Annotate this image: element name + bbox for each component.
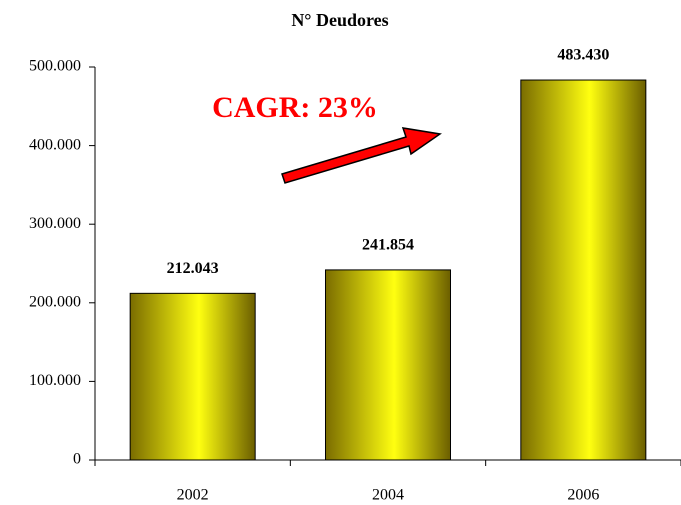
x-tick-label: 2002 [177, 487, 209, 504]
y-tick-label: 300.000 [29, 215, 81, 232]
chart-title: N° Deudores [291, 10, 388, 30]
y-tick-label: 200.000 [29, 293, 81, 310]
y-tick-label: 100.000 [29, 372, 81, 389]
x-tick-label: 2006 [567, 487, 599, 504]
y-tick-label: 400.000 [29, 136, 81, 153]
y-tick-label: 500.000 [29, 58, 81, 75]
annotation: CAGR: 23% [212, 91, 378, 124]
value-label: 212.043 [167, 260, 219, 277]
bar [129, 292, 256, 461]
arrow [281, 127, 442, 184]
value-label: 483.430 [557, 47, 609, 64]
bar [324, 269, 452, 461]
bar [520, 79, 647, 461]
x-tick-label: 2004 [372, 487, 404, 504]
value-label: 241.854 [362, 237, 414, 254]
y-tick-label: 0 [73, 451, 81, 468]
